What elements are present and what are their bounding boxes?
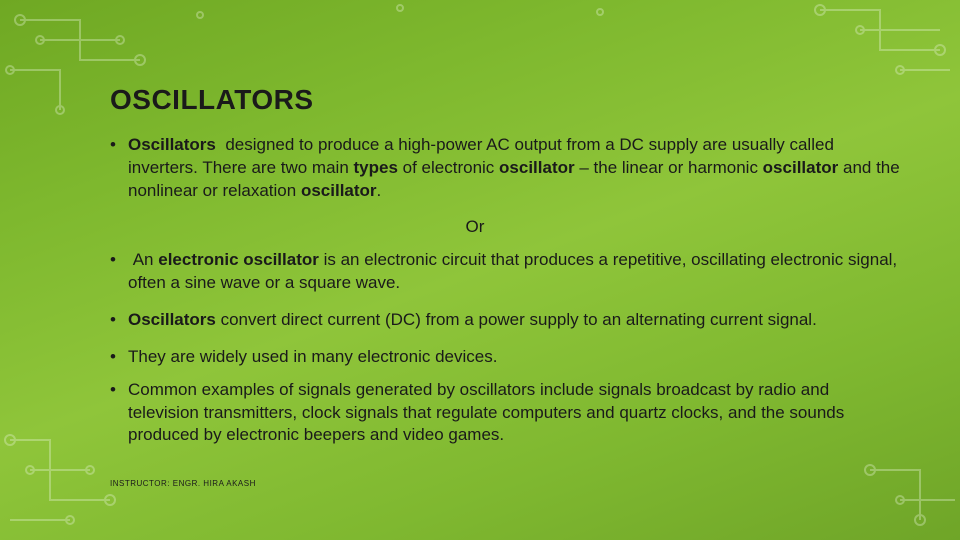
bullet-item: They are widely used in many electronic … [110, 346, 900, 369]
slide-title: OSCILLATORS [110, 84, 900, 116]
slide-content: OSCILLATORS Oscillators designed to prod… [0, 0, 960, 540]
separator-or: Or [110, 217, 900, 237]
bullet-item: An electronic oscillator is an electroni… [110, 249, 900, 295]
bullet-item: Oscillators designed to produce a high-p… [110, 134, 900, 203]
bullet-item: Oscillators convert direct current (DC) … [110, 309, 900, 332]
bullet-list-2: An electronic oscillator is an electroni… [110, 249, 900, 448]
instructor-footer: INSTRUCTOR: ENGR. HIRA AKASH [110, 479, 256, 488]
bullet-item: Common examples of signals generated by … [110, 379, 900, 448]
bullet-list: Oscillators designed to produce a high-p… [110, 134, 900, 203]
